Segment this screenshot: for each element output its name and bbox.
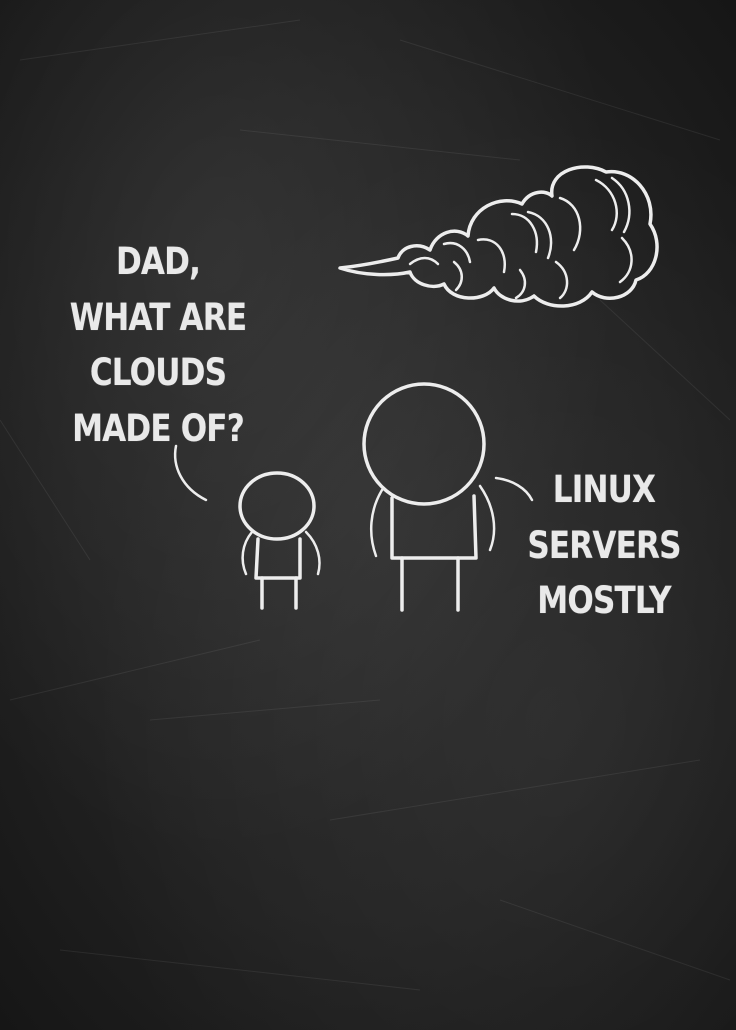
- child-speech-line: CLOUDS: [89, 351, 227, 394]
- dad-figure: [362, 382, 496, 612]
- dad-speech-text: LINUX SERVERS MOSTLY: [522, 462, 687, 629]
- child-speech-line: WHAT ARE: [69, 295, 247, 339]
- dad-speech-line: SERVERS: [527, 523, 681, 567]
- child-speech-line: DAD,: [115, 240, 201, 283]
- child-speech-text: DAD, WHAT ARE CLOUDS MADE OF?: [56, 234, 261, 456]
- child-speech-tail: [173, 444, 208, 502]
- dad-speech-tail: [494, 476, 534, 502]
- dad-speech-line: MOSTLY: [537, 579, 671, 622]
- child-figure: [238, 471, 321, 610]
- dad-speech-line: LINUX: [552, 468, 656, 511]
- child-speech-line: MADE OF?: [72, 406, 245, 450]
- cloud-icon: [338, 165, 659, 308]
